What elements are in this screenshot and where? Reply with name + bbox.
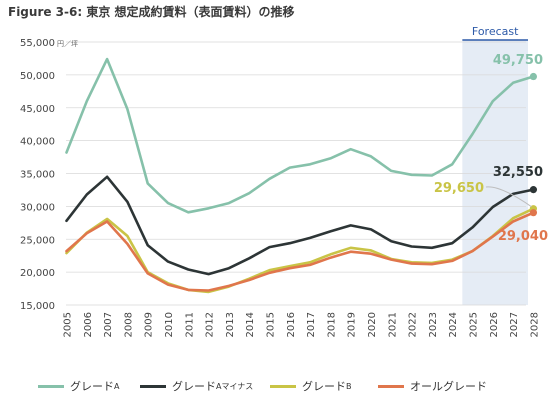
legend-item-grade-a-minus: グレード Aマイナス <box>140 378 253 394</box>
y-tick-label: 45,000 <box>20 104 55 115</box>
data-point <box>529 209 538 217</box>
y-tick-label: 20,000 <box>20 268 55 279</box>
data-point <box>529 186 538 194</box>
legend-swatch <box>270 384 296 388</box>
x-tick-label: 2022 <box>408 312 419 337</box>
y-unit-label: 円／坪 <box>57 40 78 48</box>
y-tick-label: 30,000 <box>20 202 55 213</box>
legend-label-sub: A <box>114 381 120 391</box>
x-tick-label: 2009 <box>144 312 155 337</box>
label-connector <box>485 186 532 208</box>
x-tick-label: 2015 <box>266 312 277 337</box>
legend-item-all-grade: オールグレード <box>378 378 487 394</box>
x-tick-label: 2005 <box>63 312 74 337</box>
legend-swatch <box>378 384 404 388</box>
series-line-0 <box>65 57 535 214</box>
end-value-label: 32,550 <box>493 165 543 180</box>
y-tick-label: 50,000 <box>20 71 55 82</box>
x-tick-label: 2016 <box>286 312 297 337</box>
chart-title: Figure 3-6: 東京 想定成約賃料（表面賃料）の推移 <box>8 5 295 19</box>
legend-label: グレード <box>172 380 216 393</box>
legend-label-sub: B <box>346 381 352 391</box>
x-tick-label: 2010 <box>164 312 175 337</box>
x-tick-label: 2006 <box>83 312 94 337</box>
y-tick-label: 15,000 <box>20 301 55 312</box>
x-tick-label: 2008 <box>123 312 134 337</box>
y-tick-label: 35,000 <box>20 170 55 181</box>
legend-item-grade-a: グレード A <box>38 378 119 394</box>
legend-swatch <box>38 384 64 388</box>
y-tick-label: 55,000 <box>20 38 55 49</box>
x-tick-label: 2012 <box>205 312 216 337</box>
x-tick-label: 2007 <box>103 312 114 337</box>
line-chart: Forecast 15,000 20,000 25,000 30,000 35,000 40… <box>20 25 548 337</box>
end-value-label: 29,650 <box>434 181 484 196</box>
series-line-3 <box>65 211 535 292</box>
legend-swatch <box>140 384 166 388</box>
end-value-label: 29,040 <box>498 229 548 244</box>
y-tick-label: 25,000 <box>20 235 55 246</box>
legend-label: オールグレード <box>410 380 487 393</box>
legend-label: グレード <box>70 380 114 393</box>
y-tick-label: 40,000 <box>20 137 55 148</box>
x-tick-label: 2028 <box>529 312 540 337</box>
x-tick-label: 2024 <box>448 312 459 337</box>
x-tick-label: 2013 <box>225 312 236 337</box>
end-value-label: 49,750 <box>493 53 543 68</box>
x-tick-label: 2027 <box>509 312 520 337</box>
x-tick-label: 2021 <box>387 312 398 337</box>
data-point <box>529 72 538 81</box>
x-tick-label: 2020 <box>367 312 378 337</box>
forecast-region <box>462 40 528 305</box>
legend-label-sub: Aマイナス <box>216 381 254 391</box>
x-tick-label: 2025 <box>469 312 480 337</box>
legend: グレード A グレード Aマイナス グレード B オールグレード <box>0 378 554 400</box>
series-line-1 <box>65 175 535 276</box>
forecast-label: Forecast <box>472 25 519 38</box>
legend-item-grade-b: グレード B <box>270 378 352 394</box>
x-tick-label: 2023 <box>428 312 439 337</box>
x-tick-label: 2017 <box>306 312 317 337</box>
x-tick-label: 2026 <box>489 312 500 337</box>
x-tick-label: 2011 <box>184 312 195 337</box>
x-tick-label: 2014 <box>245 312 256 337</box>
x-tick-label: 2018 <box>326 312 337 337</box>
legend-label: グレード <box>302 380 346 393</box>
x-tick-label: 2019 <box>347 312 358 337</box>
